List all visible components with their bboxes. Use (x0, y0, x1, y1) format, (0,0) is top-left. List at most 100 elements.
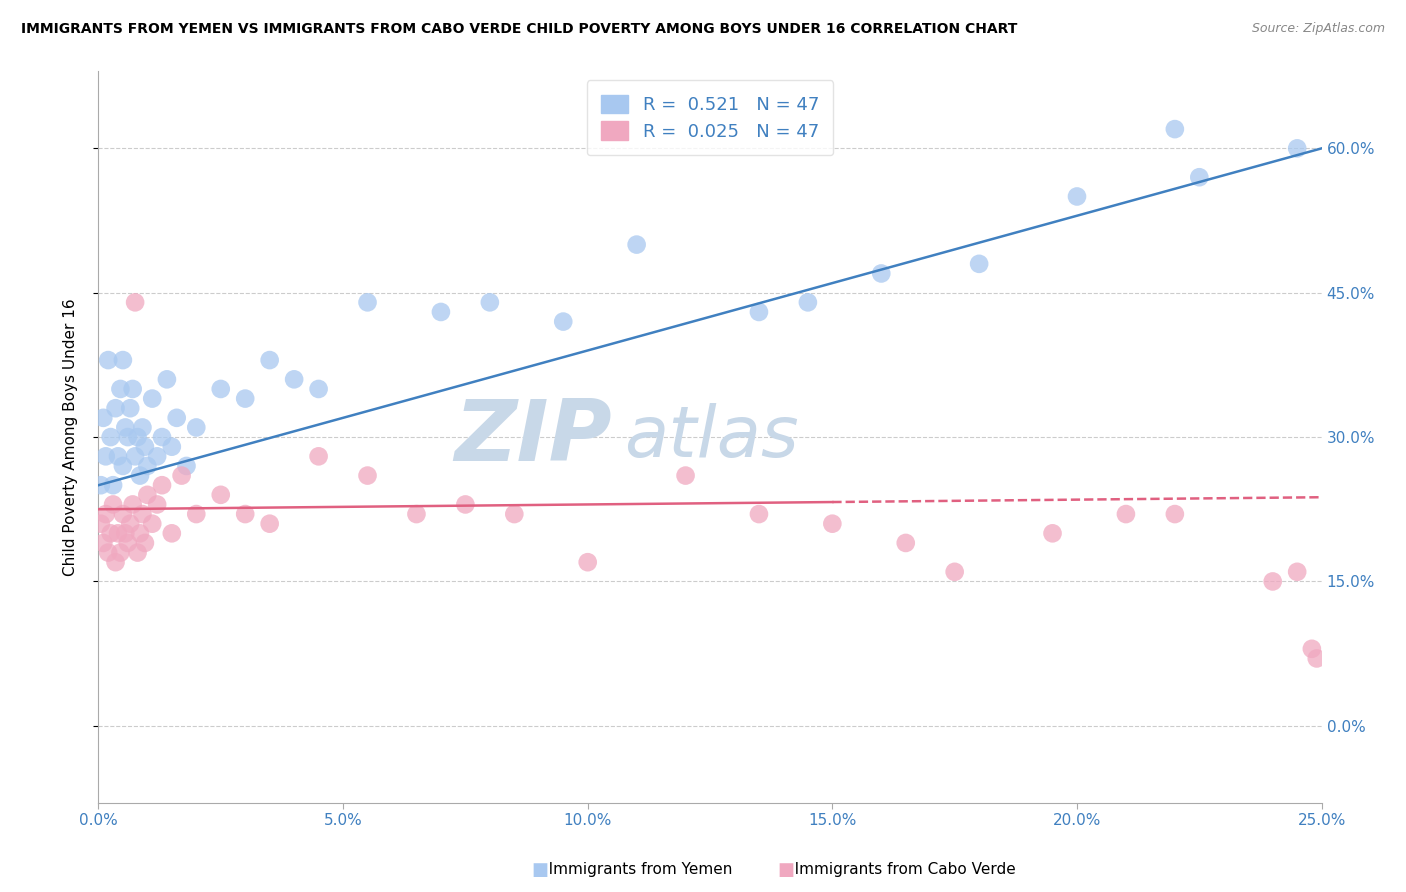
Point (111, 353, 134, 368)
Point (308, 382, 330, 396)
Point (129, 468, 152, 483)
Point (97, 545, 120, 559)
Point (1261, 574, 1284, 589)
Point (186, 507, 208, 521)
Point (121, 498, 143, 512)
Point (150, 478, 173, 492)
Point (141, 392, 163, 406)
Point (870, 267, 893, 281)
Point (131, 507, 153, 521)
Point (308, 450, 330, 464)
Y-axis label: Child Poverty Among Boys Under 16: Child Poverty Among Boys Under 16 (63, 298, 77, 576)
Point (90, 478, 112, 492)
Point (1164, 507, 1187, 521)
Point (1286, 141, 1309, 155)
Point (748, 305, 770, 319)
Point (127, 545, 149, 559)
Point (124, 450, 146, 464)
Point (626, 237, 648, 252)
Point (136, 458, 159, 473)
Point (233, 392, 256, 406)
Point (150, 430, 173, 444)
Point (160, 440, 183, 454)
Point (111, 507, 134, 521)
Point (101, 498, 124, 512)
Point (117, 536, 139, 550)
Point (146, 498, 169, 512)
Point (131, 420, 153, 434)
Point (129, 526, 152, 541)
Point (1164, 122, 1187, 136)
Point (821, 516, 844, 531)
Point (454, 498, 477, 512)
Point (576, 555, 599, 569)
Text: Immigrants from Cabo Verde: Immigrants from Cabo Verde (780, 863, 1017, 877)
Point (91, 410, 114, 425)
Point (166, 410, 188, 425)
Point (97, 353, 120, 368)
Point (478, 295, 501, 310)
Point (100, 526, 122, 541)
Point (1286, 565, 1309, 579)
Point (356, 295, 378, 310)
Point (1306, 651, 1329, 665)
Point (356, 468, 378, 483)
Point (156, 372, 179, 386)
Point (1066, 189, 1088, 203)
Text: ■: ■ (531, 861, 548, 879)
Point (405, 507, 427, 521)
Point (120, 401, 142, 416)
Point (107, 450, 129, 464)
Point (186, 420, 208, 434)
Point (1301, 641, 1323, 656)
Text: Source: ZipAtlas.com: Source: ZipAtlas.com (1251, 22, 1385, 36)
Legend: R =  0.521   N = 47, R =  0.025   N = 47: R = 0.521 N = 47, R = 0.025 N = 47 (586, 80, 834, 155)
Point (209, 382, 232, 396)
Point (110, 382, 132, 396)
Point (90, 516, 112, 531)
Point (107, 526, 129, 541)
Point (114, 420, 136, 434)
Point (233, 507, 256, 521)
Point (134, 440, 156, 454)
Point (209, 488, 232, 502)
Point (94, 507, 117, 521)
Point (283, 372, 305, 386)
Point (503, 507, 526, 521)
Point (127, 430, 149, 444)
Point (104, 555, 127, 569)
Point (101, 478, 124, 492)
Text: ZIP: ZIP (454, 395, 612, 479)
Point (146, 450, 169, 464)
Point (141, 516, 163, 531)
Point (100, 430, 122, 444)
Point (553, 315, 575, 329)
Point (94, 450, 117, 464)
Point (748, 507, 770, 521)
Text: Immigrants from Yemen: Immigrants from Yemen (534, 863, 733, 877)
Point (121, 382, 143, 396)
Point (110, 545, 132, 559)
Point (124, 295, 146, 310)
Point (943, 565, 966, 579)
Point (894, 536, 917, 550)
Point (134, 536, 156, 550)
Point (259, 516, 281, 531)
Point (967, 257, 990, 271)
Text: IMMIGRANTS FROM YEMEN VS IMMIGRANTS FROM CABO VERDE CHILD POVERTY AMONG BOYS UND: IMMIGRANTS FROM YEMEN VS IMMIGRANTS FROM… (21, 22, 1018, 37)
Point (160, 526, 183, 541)
Point (170, 468, 193, 483)
Point (91, 536, 114, 550)
Point (675, 468, 697, 483)
Text: atlas: atlas (624, 402, 799, 472)
Point (797, 295, 820, 310)
Text: ■: ■ (778, 861, 794, 879)
Point (120, 516, 142, 531)
Point (104, 401, 127, 416)
Point (176, 458, 198, 473)
Point (114, 526, 136, 541)
Point (430, 305, 453, 319)
Point (1042, 526, 1064, 541)
Point (136, 488, 159, 502)
Point (1115, 507, 1137, 521)
